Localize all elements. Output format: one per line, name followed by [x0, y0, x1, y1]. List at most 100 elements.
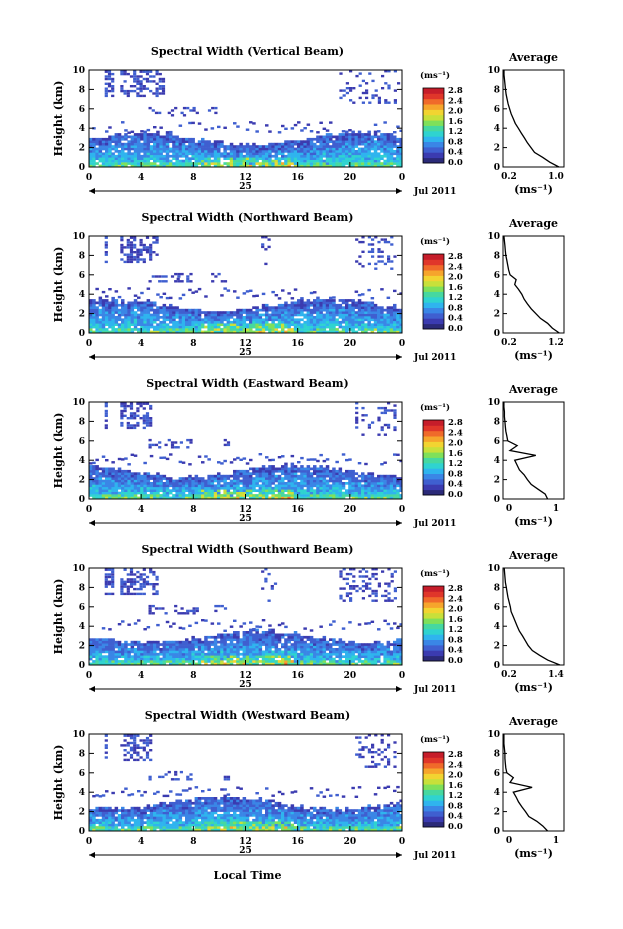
heatmap-cell	[92, 491, 96, 495]
heatmap-cell	[297, 142, 301, 146]
heatmap-cell	[325, 465, 330, 468]
heatmap-cell	[233, 489, 237, 492]
heatmap-cell	[95, 154, 99, 158]
heatmap-cell	[293, 486, 298, 490]
heatmap-cell	[105, 494, 109, 497]
heatmap-cell	[143, 494, 147, 497]
heatmap-cell	[223, 126, 227, 129]
heatmap-cell	[204, 479, 208, 483]
heatmap-cell	[380, 306, 384, 309]
heatmap-cell	[255, 311, 259, 314]
heatmap-cell	[130, 301, 135, 305]
y-axis-label: Height (km)	[52, 247, 65, 323]
heatmap-cell	[239, 660, 243, 663]
heatmap-cell	[156, 494, 160, 497]
heatmap-cell	[300, 465, 304, 468]
heatmap-cell	[210, 496, 215, 499]
heatmap-cell	[229, 150, 234, 153]
heatmap-cell	[345, 477, 349, 480]
heatmap-cell	[364, 162, 368, 165]
heatmap-cell	[151, 275, 155, 278]
heatmap-cell	[245, 323, 250, 326]
heatmap-cell	[130, 648, 135, 651]
heatmap-cell	[104, 241, 108, 244]
heatmap-cell	[133, 306, 138, 309]
heatmap-cell	[140, 477, 144, 480]
heatmap-cell	[217, 330, 221, 333]
heatmap-cell	[142, 260, 146, 264]
heatmap-cell	[169, 650, 173, 654]
heatmap-cell	[89, 645, 93, 649]
heatmap-cell	[284, 147, 288, 151]
heatmap-cell	[309, 291, 314, 295]
heatmap-cell	[277, 330, 282, 333]
heatmap-cell	[152, 236, 156, 239]
heatmap-cell	[258, 467, 263, 471]
heatmap-cell	[139, 258, 143, 261]
heatmap-cell	[175, 157, 179, 160]
heatmap-cell	[210, 142, 215, 146]
heatmap-cell	[178, 313, 183, 317]
heatmap-cell	[98, 152, 103, 156]
heatmap-cell	[159, 489, 163, 492]
heatmap-cell	[319, 137, 323, 141]
heatmap-cell	[236, 328, 240, 331]
heatmap-cell	[89, 154, 93, 158]
heatmap-cell	[233, 482, 237, 485]
heatmap-cell	[229, 147, 234, 151]
heatmap-cell	[204, 154, 208, 158]
heatmap-cell	[287, 308, 291, 312]
heatmap-cell	[127, 479, 131, 483]
heatmap-cell	[210, 491, 215, 495]
heatmap-cell	[153, 486, 157, 490]
heatmap-cell	[207, 328, 211, 331]
heatmap-cell	[249, 662, 253, 665]
heatmap-cell	[252, 320, 256, 324]
colorbar-swatch	[423, 307, 444, 314]
heatmap-cell	[335, 496, 339, 499]
heatmap-cell	[124, 137, 128, 141]
heatmap-cell	[316, 301, 320, 305]
heatmap-cell	[98, 150, 103, 153]
heatmap-cell	[316, 496, 320, 499]
heatmap-cell	[169, 328, 173, 331]
heatmap-cell	[127, 650, 131, 654]
heatmap-cell	[149, 419, 153, 422]
heatmap-cell	[380, 496, 384, 499]
panel-title: Spectral Width (Vertical Beam)	[151, 45, 344, 58]
heatmap-cell	[201, 311, 205, 314]
heatmap-cell	[185, 154, 189, 158]
heatmap-cell	[277, 150, 282, 153]
heatmap-cell	[351, 299, 355, 302]
heatmap-cell	[213, 154, 218, 158]
heatmap-cell	[281, 486, 285, 490]
heatmap-cell	[351, 164, 355, 167]
heatmap-cell	[89, 152, 93, 156]
heatmap-cell	[233, 479, 237, 483]
heatmap-cell	[386, 152, 391, 156]
heatmap-cell	[380, 250, 384, 253]
heatmap-cell	[367, 236, 371, 239]
heatmap-cell	[159, 162, 163, 165]
heatmap-cell	[297, 657, 301, 661]
heatmap-cell	[165, 652, 170, 656]
heatmap-cell	[274, 152, 279, 156]
heatmap-cell	[98, 486, 103, 490]
heatmap-cell	[249, 308, 253, 312]
heatmap-cell	[329, 489, 333, 492]
heatmap-cell	[156, 130, 160, 134]
heatmap-cell	[290, 454, 295, 458]
heatmap-cell	[204, 159, 208, 163]
colorbar-frame	[422, 87, 445, 164]
heatmap-cell	[322, 477, 327, 480]
heatmap-cell	[133, 484, 138, 488]
panel-title: Spectral Width (Eastward Beam)	[146, 377, 348, 390]
heatmap-cell	[386, 147, 391, 151]
heatmap-cell	[357, 147, 362, 151]
heatmap-cell	[268, 465, 272, 468]
heatmap-cell	[303, 162, 307, 165]
heatmap-cell	[303, 330, 307, 333]
heatmap-cell	[105, 328, 109, 331]
heatmap-cell	[332, 330, 336, 333]
heatmap-cell	[229, 643, 234, 646]
